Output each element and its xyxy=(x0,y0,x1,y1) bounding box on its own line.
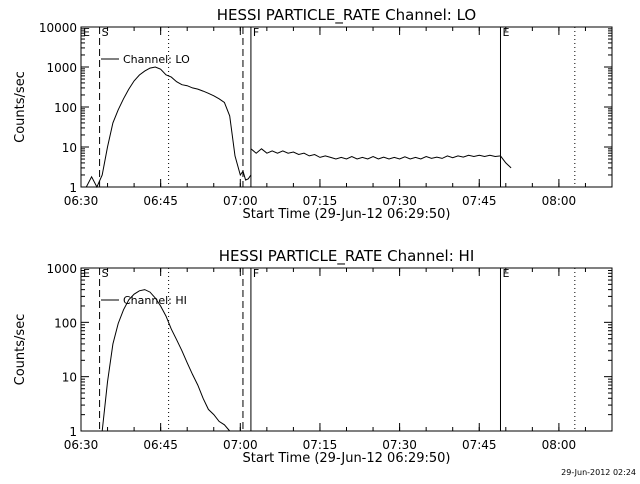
x-tick-label: 06:45 xyxy=(143,194,178,208)
series-line xyxy=(101,289,231,432)
x-tick-label: 07:15 xyxy=(303,438,338,452)
x-tick-label: 07:30 xyxy=(382,438,417,452)
x-tick-label: 07:45 xyxy=(462,194,497,208)
event-marker-label: S xyxy=(102,26,109,39)
y-axis-label: Counts/sec xyxy=(13,314,28,386)
x-tick-label: 06:30 xyxy=(64,194,99,208)
event-marker-label: E xyxy=(502,26,509,39)
x-tick-label: 08:00 xyxy=(542,438,577,452)
chart-title: HESSI PARTICLE_RATE Channel: LO xyxy=(217,6,476,25)
series-line xyxy=(81,66,252,189)
y-tick-label: 10 xyxy=(62,371,77,385)
y-tick-label: 100 xyxy=(54,101,77,115)
event-marker-label: E xyxy=(83,26,90,39)
legend-entry: Channel: LO xyxy=(123,53,190,66)
y-tick-label: 1 xyxy=(69,425,77,439)
x-tick-label: 06:45 xyxy=(143,438,178,452)
y-tick-label: 1 xyxy=(69,181,77,195)
event-marker-label: E xyxy=(83,267,90,280)
y-tick-label: 1000 xyxy=(46,61,77,75)
x-axis-label: Start Time (29-Jun-12 06:29:50) xyxy=(243,207,451,222)
lo-channel-panel: HESSI PARTICLE_RATE Channel: LO 1 10 100 100… xyxy=(13,6,613,222)
y-tick-label: 100 xyxy=(54,316,77,330)
event-marker-label: S xyxy=(102,267,109,280)
x-axis-label: Start Time (29-Jun-12 06:29:50) xyxy=(243,451,451,466)
y-tick-label: 10000 xyxy=(39,21,77,35)
event-marker-label: F xyxy=(253,26,259,39)
legend-entry: Channel: HI xyxy=(123,294,187,307)
series-line xyxy=(250,148,512,169)
y-tick-label: 10 xyxy=(62,141,77,155)
event-marker-label: F xyxy=(253,267,259,280)
hi-channel-panel: HESSI PARTICLE_RATE Channel: HI 1 10 100 100… xyxy=(13,247,613,466)
x-tick-label: 06:30 xyxy=(64,438,99,452)
event-marker-label: E xyxy=(502,267,509,280)
x-tick-label: 07:30 xyxy=(382,194,417,208)
x-tick-label: 07:45 xyxy=(462,438,497,452)
plot-frame xyxy=(80,267,613,432)
plot-frame xyxy=(80,26,613,188)
x-tick-label: 07:15 xyxy=(303,194,338,208)
chart-title: HESSI PARTICLE_RATE Channel: HI xyxy=(219,247,475,266)
x-tick-label: 08:00 xyxy=(542,194,577,208)
timestamp-stamp: 29-Jun-2012 02:24 xyxy=(561,468,636,477)
x-tick-label: 07:00 xyxy=(223,194,258,208)
x-tick-label: 07:00 xyxy=(223,438,258,452)
y-tick-label: 1000 xyxy=(46,262,77,276)
y-axis-label: Counts/sec xyxy=(13,71,28,143)
